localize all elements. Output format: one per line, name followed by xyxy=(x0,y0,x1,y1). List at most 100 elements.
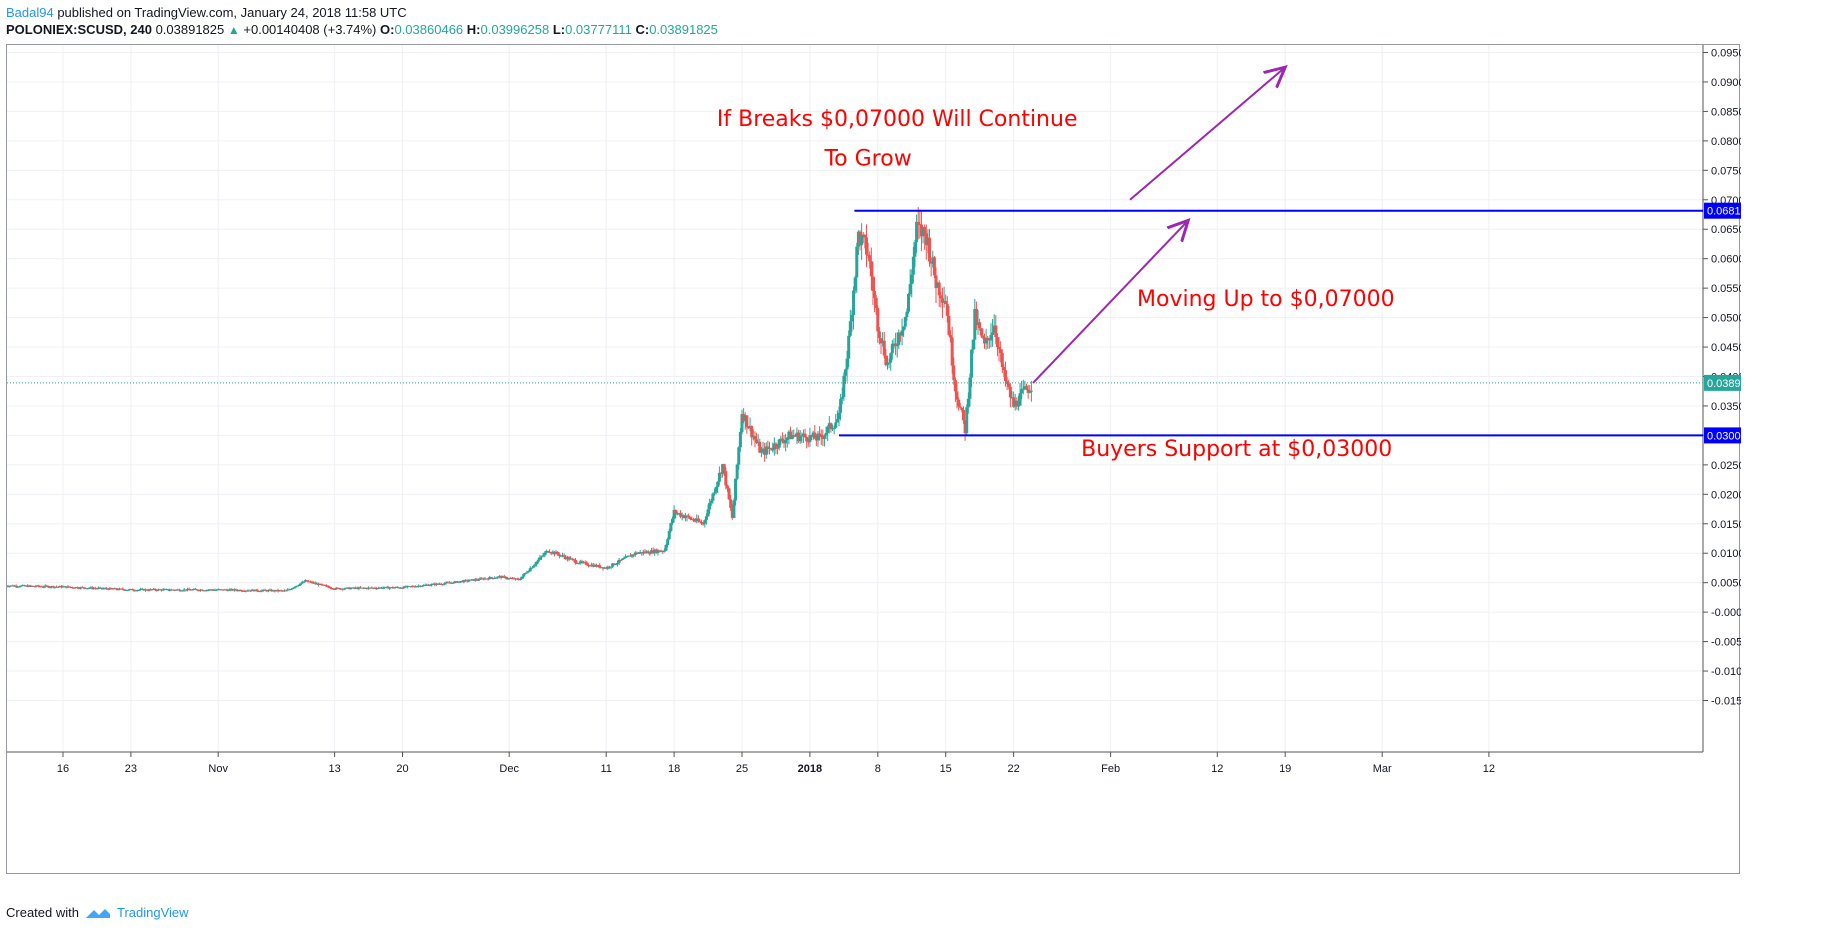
candle-body xyxy=(551,551,555,554)
candle-body xyxy=(341,588,345,590)
candle-body xyxy=(79,587,83,589)
price-chart[interactable]: 0.09500000 0.09000000 0.08500000 0.08000000… xyxy=(7,45,1741,875)
candle-body xyxy=(1002,367,1006,371)
candle-body xyxy=(271,590,275,592)
candle-body xyxy=(821,437,825,439)
candle-body xyxy=(486,578,490,580)
level-tag xyxy=(1704,202,1741,219)
candle-body xyxy=(575,562,579,564)
x-tick-label: 22 xyxy=(1007,763,1019,775)
candle-body xyxy=(295,585,299,587)
candle-body xyxy=(1015,400,1019,407)
tradingview-link[interactable]: TradingView xyxy=(116,905,189,920)
candle-body xyxy=(21,585,25,587)
candle-body xyxy=(63,586,67,588)
candle-body xyxy=(300,581,304,584)
x-tick-label: Mar xyxy=(1373,763,1392,775)
candle-body xyxy=(396,587,400,589)
y-tick-label: 0.06000000 xyxy=(1711,254,1741,266)
candle-body xyxy=(289,589,293,591)
candle-body xyxy=(695,518,699,522)
candle-body xyxy=(908,284,912,294)
candle-body xyxy=(84,587,88,589)
candle-body xyxy=(158,589,162,591)
candle-body xyxy=(923,227,927,234)
candle-body xyxy=(339,588,343,590)
candle-body xyxy=(226,589,230,591)
candle-body xyxy=(861,234,865,236)
candle-body xyxy=(292,587,296,589)
candle-body xyxy=(391,587,395,589)
candle-body xyxy=(394,587,398,589)
candle-body xyxy=(916,221,920,225)
candle-body xyxy=(77,588,81,590)
candle-body xyxy=(291,588,295,590)
x-tick-label: Dec xyxy=(499,763,519,775)
candle-body xyxy=(658,550,662,552)
candle-body xyxy=(452,581,456,584)
candle-body xyxy=(357,587,361,589)
candle-body xyxy=(774,443,778,448)
candle-body xyxy=(216,589,220,591)
candle-body xyxy=(42,586,46,588)
open-value: 0.03860466 xyxy=(394,22,464,37)
candle-body xyxy=(14,585,18,587)
candle-body xyxy=(666,539,670,546)
candle-body xyxy=(619,559,623,561)
candle-body xyxy=(819,434,823,438)
candle-body xyxy=(915,221,919,243)
candle-body xyxy=(609,566,613,568)
candle-body xyxy=(8,585,12,587)
candle-body xyxy=(156,589,160,591)
candle-body xyxy=(842,375,846,398)
candle-body xyxy=(434,583,438,585)
candle-body xyxy=(443,583,447,585)
candle-body xyxy=(832,427,836,429)
candle-body xyxy=(472,579,476,581)
candle-body xyxy=(397,587,401,589)
candle-body xyxy=(110,587,113,589)
candle-body xyxy=(645,551,649,553)
candle-body xyxy=(179,590,183,592)
candle-body xyxy=(758,441,762,453)
candle-body xyxy=(895,344,899,347)
y-tick-label: 0.00500000 xyxy=(1711,578,1741,590)
candle-body xyxy=(787,431,791,438)
candle-body xyxy=(997,347,1001,350)
open-label: O: xyxy=(380,22,395,37)
candle-body xyxy=(633,552,637,555)
candle-body xyxy=(131,589,135,591)
candle-body xyxy=(106,588,110,590)
chart-area[interactable]: 0.09500000 0.09000000 0.08500000 0.08000000… xyxy=(6,44,1741,875)
candle-body xyxy=(19,585,23,587)
candle-body xyxy=(822,435,826,439)
candle-body xyxy=(824,432,828,436)
candle-body xyxy=(965,407,969,434)
candle-body xyxy=(90,587,94,589)
candle-body xyxy=(910,274,914,285)
candle-body xyxy=(152,588,156,590)
candle-body xyxy=(622,558,626,560)
candle-body xyxy=(704,516,708,521)
candle-body xyxy=(381,587,385,589)
candle-body xyxy=(389,587,393,589)
candle-body xyxy=(672,510,676,519)
candle-body xyxy=(834,422,838,428)
candle-body xyxy=(738,431,742,448)
candle-body xyxy=(561,555,565,557)
candle-body xyxy=(71,587,75,589)
candle-body xyxy=(38,586,42,588)
candle-body xyxy=(376,587,380,589)
candle-body xyxy=(546,550,550,552)
author-link[interactable]: Badal94 xyxy=(6,5,54,20)
candle-body xyxy=(839,398,843,413)
candle-body xyxy=(190,589,194,591)
candle-body xyxy=(958,406,962,408)
candle-body xyxy=(177,589,181,591)
candle-body xyxy=(530,567,534,569)
candle-body xyxy=(510,578,514,580)
candle-body xyxy=(331,588,335,590)
candle-body xyxy=(907,293,911,312)
y-tick-label: 0.06500000 xyxy=(1711,224,1741,236)
candle-body xyxy=(552,551,556,555)
